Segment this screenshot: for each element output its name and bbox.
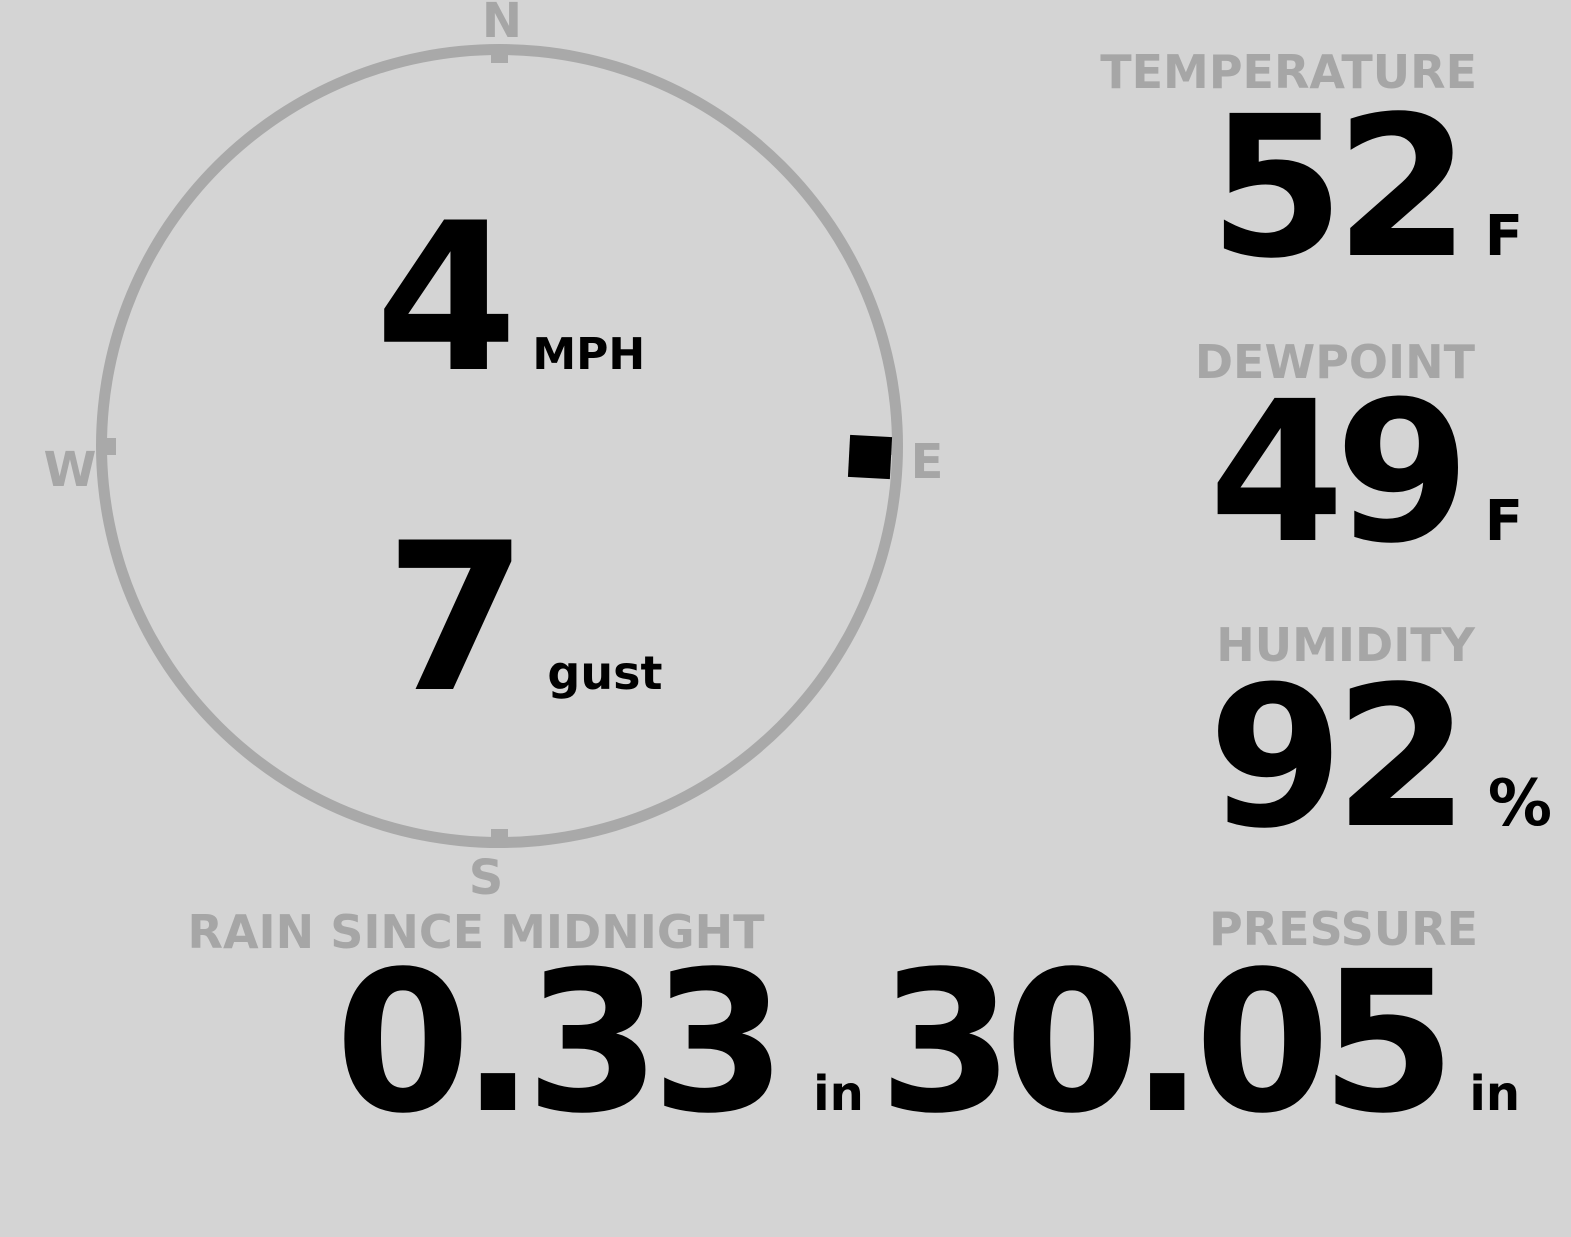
compass-tick-north: [491, 53, 508, 63]
rain-label: RAIN SINCE MIDNIGHT: [187, 905, 765, 959]
temperature-value: 52: [1208, 74, 1471, 301]
pressure-value: 30.05: [878, 929, 1456, 1156]
dewpoint-label: DEWPOINT: [1194, 335, 1475, 389]
compass-ring: [96, 44, 903, 848]
wind-gust-unit: gust: [547, 646, 663, 700]
wind-speed-row: 4 MPH: [375, 197, 645, 402]
temperature-unit: F: [1484, 204, 1523, 269]
temperature-value-row: 52 F: [1209, 90, 1523, 285]
humidity-unit: %: [1487, 767, 1552, 841]
wind-gust-value: 7: [385, 500, 528, 738]
dewpoint-unit: F: [1484, 489, 1523, 554]
compass-label-north: N: [481, 0, 523, 49]
wind-speed-value: 4: [375, 180, 518, 418]
compass-label-west: W: [43, 442, 97, 498]
wind-direction-marker: [847, 434, 893, 480]
compass-label-south: S: [468, 850, 504, 906]
rain-value: 0.33: [335, 929, 787, 1156]
humidity-value-row: 92%: [1208, 660, 1552, 855]
compass-label-east: E: [910, 434, 944, 490]
humidity-label: HUMIDITY: [1216, 618, 1475, 672]
pressure-label: PRESSURE: [1209, 902, 1478, 956]
humidity-value: 92: [1208, 644, 1470, 871]
dewpoint-value: 49: [1208, 359, 1471, 586]
temperature-label: TEMPERATURE: [1100, 45, 1477, 99]
wind-speed-unit: MPH: [532, 329, 646, 380]
rain-unit: in: [813, 1066, 864, 1122]
wind-gust-row: 7 gust: [385, 517, 662, 722]
dewpoint-value-row: 49 F: [1209, 375, 1523, 570]
compass-tick-south: [491, 829, 508, 839]
rain-value-row: 0.33 in: [335, 945, 864, 1140]
compass-tick-west: [106, 438, 116, 455]
pressure-unit: in: [1469, 1066, 1520, 1122]
pressure-value-row: 30.05 in: [878, 945, 1520, 1140]
